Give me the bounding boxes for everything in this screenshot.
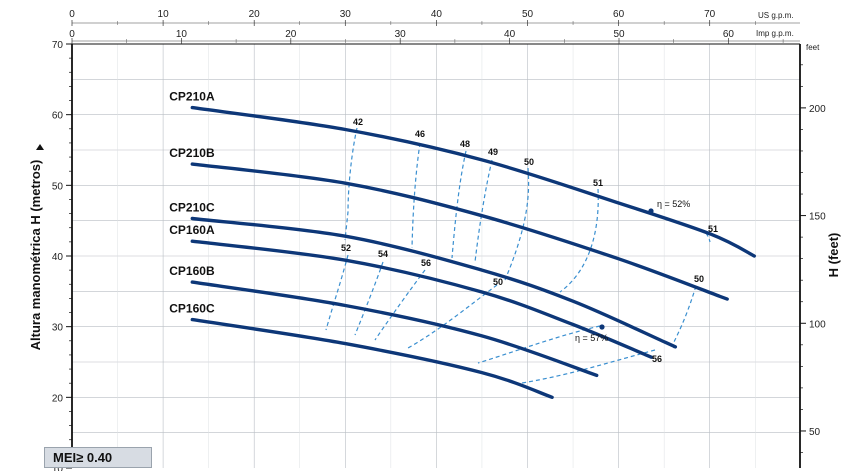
mei-badge: MEI≥ 0.40 — [44, 447, 152, 468]
efficiency-label: 56 — [421, 258, 431, 268]
curve-label-cp210b: CP210B — [169, 146, 215, 160]
efficiency-isoline — [504, 167, 530, 281]
efficiency-label: 52 — [341, 243, 351, 253]
efficiency-isoline — [344, 127, 358, 241]
efficiency-label: 46 — [415, 129, 425, 139]
us-tick-label: 50 — [522, 9, 534, 20]
top-axis-us: 0 10 20 30 40 50 60 70 — [69, 9, 756, 26]
us-tick-label: 70 — [704, 9, 716, 20]
us-tick-label: 0 — [69, 9, 75, 20]
us-tick-label: 40 — [431, 9, 443, 20]
left-axis-arrow-icon — [36, 144, 44, 150]
efficiency-isoline — [325, 254, 349, 331]
efficiency-label: η = 52% — [657, 199, 690, 209]
curve-cp160a — [190, 239, 653, 359]
imp-tick-label: 0 — [69, 29, 75, 40]
imp-tick-label: 40 — [504, 29, 516, 40]
left-tick-label: 20 — [52, 393, 64, 404]
imp-tick-label: 50 — [613, 29, 625, 40]
left-tick-label: 60 — [52, 111, 64, 122]
us-tick-label: 10 — [158, 9, 170, 20]
efficiency-isoline — [474, 159, 493, 263]
curve-label-cp160a: CP160A — [169, 223, 215, 237]
left-axis-title: Altura manométrica H (metros) — [28, 160, 43, 351]
efficiency-label: 51 — [593, 178, 603, 188]
top-axis-imp: 0 10 20 30 40 50 60 — [69, 29, 784, 44]
right-axis-title: H (feet) — [826, 233, 841, 278]
top-axis-us-label: US g.p.m. — [758, 11, 794, 20]
left-tick-label: 30 — [52, 323, 64, 334]
right-axis-unit: feet — [806, 43, 820, 52]
efficiency-isoline — [671, 285, 697, 347]
top-axis-imp-label: Imp g.p.m. — [756, 29, 794, 38]
efficiency-label: η = 57% — [575, 333, 608, 343]
efficiency-label: 49 — [488, 147, 498, 157]
curve-labels: CP210A CP210B CP210C CP160A CP160B CP160C — [169, 90, 215, 316]
efficiency-label: 42 — [353, 117, 363, 127]
efficiency-label: 54 — [378, 249, 388, 259]
curve-label-cp160b: CP160B — [169, 264, 215, 278]
imp-tick-label: 20 — [285, 29, 297, 40]
right-tick-label: 150 — [809, 212, 826, 223]
efficiency-label: 48 — [460, 139, 470, 149]
us-tick-label: 60 — [613, 9, 625, 20]
imp-tick-label: 60 — [723, 29, 735, 40]
right-tick-label: 100 — [809, 319, 826, 330]
efficiency-isoline — [411, 142, 421, 249]
bep-marker — [599, 324, 605, 330]
imp-tick-label: 10 — [176, 29, 188, 40]
imp-tick-label: 30 — [395, 29, 407, 40]
efficiency-label: 50 — [493, 277, 503, 287]
left-tick-label: 50 — [52, 181, 64, 192]
curve-cp210a — [190, 105, 756, 258]
curve-label-cp210a: CP210A — [169, 90, 215, 104]
efficiency-label: 56 — [652, 354, 662, 364]
efficiency-label: 51 — [708, 224, 718, 234]
curve-cp160b — [190, 280, 599, 378]
efficiency-label: 50 — [524, 157, 534, 167]
efficiency-isoline — [559, 188, 599, 293]
efficiency-isoline — [354, 261, 384, 336]
bep-marker — [648, 208, 654, 214]
curve-label-cp210c: CP210C — [169, 201, 215, 215]
us-tick-label: 20 — [249, 9, 261, 20]
efficiency-isoline — [477, 325, 601, 364]
right-axis: 50 100 150 200 — [800, 64, 826, 453]
efficiency-label: 50 — [694, 274, 704, 284]
efficiency-labels: 42 46 48 49 50 51 η = 52% 51 50 52 54 56 50 η = 57% 56 — [341, 117, 718, 364]
curve-label-cp160c: CP160C — [169, 302, 215, 316]
right-tick-label: 50 — [809, 427, 821, 438]
left-tick-label: 70 — [52, 40, 64, 51]
pump-curves — [190, 105, 756, 399]
curve-cp160c — [190, 317, 554, 399]
right-tick-label: 200 — [809, 104, 826, 115]
us-tick-label: 30 — [340, 9, 352, 20]
efficiency-isoline — [374, 269, 426, 341]
efficiency-isoline — [407, 284, 498, 349]
curve-cp210b — [190, 162, 729, 301]
efficiency-isoline — [451, 150, 467, 259]
curve-cp210c — [190, 216, 678, 349]
left-tick-label: 40 — [52, 252, 64, 263]
